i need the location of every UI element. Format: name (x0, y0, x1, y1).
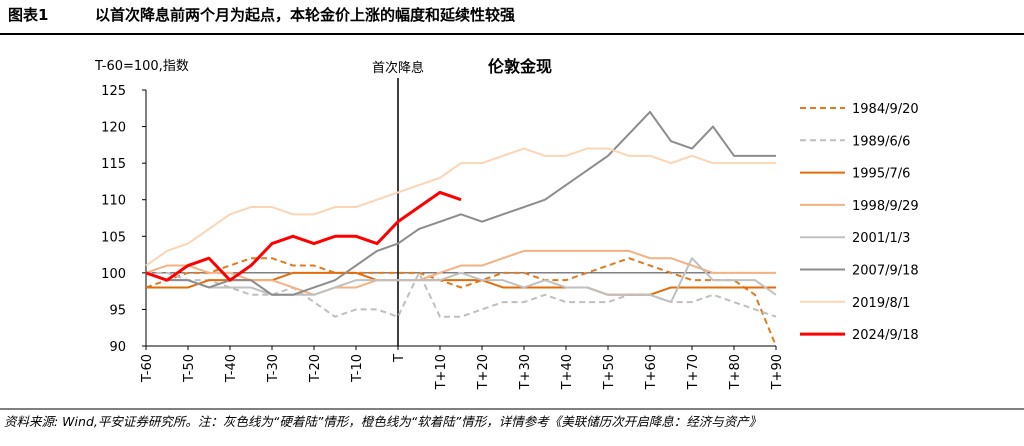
x-tick-label: T+30 (518, 354, 533, 390)
series-line (145, 257, 777, 304)
y-tick-label: 110 (101, 194, 126, 209)
annotation: 首次降息 (372, 60, 424, 76)
x-tick-label: T-40 (224, 354, 239, 383)
y-tick-label: 95 (109, 303, 126, 318)
x-tick-label: T+80 (728, 354, 743, 390)
y-tick-label: 115 (101, 157, 126, 172)
series-line (145, 147, 776, 267)
legend-label: 2007/9/18 (852, 264, 919, 279)
legend-label: 1989/6/6 (852, 134, 910, 149)
legend-label: 2019/8/1 (852, 296, 910, 311)
legend-label: 1995/7/6 (852, 167, 910, 182)
series-line (145, 257, 777, 347)
x-tick-label: T+10 (434, 354, 449, 390)
x-tick-label: T+20 (476, 354, 491, 390)
x-tick-label: T-50 (182, 354, 197, 383)
header-label: 图表1 (8, 6, 48, 24)
series-line (145, 190, 462, 282)
x-tick-label: T+40 (560, 354, 575, 390)
y-tick-label: 120 (101, 121, 126, 136)
x-tick-label: T+60 (644, 354, 659, 390)
footer: 资料来源: Wind,平安证券研究所。注：灰色线为“硬着陆”情形，橙色线为“软着… (4, 414, 761, 429)
x-tick-label: T+50 (602, 354, 617, 390)
x-tick-label: T (392, 354, 407, 363)
y-tick-label: 105 (101, 230, 126, 245)
y-axis-label: T-60=100,指数 (94, 59, 189, 74)
x-tick-label: T-30 (266, 354, 281, 383)
x-tick-label: T-20 (308, 354, 323, 383)
x-tick-label: T+90 (770, 354, 785, 390)
y-tick-label: 90 (109, 340, 126, 355)
legend-label: 2001/1/3 (852, 231, 910, 246)
x-tick-label: T-60 (140, 354, 155, 383)
x-tick-label: T+70 (686, 354, 701, 390)
legend-label: 2024/9/18 (852, 328, 919, 343)
y-tick-label: 100 (101, 267, 126, 282)
series-line (145, 110, 776, 296)
legend-label: 1998/9/29 (852, 199, 919, 214)
x-tick-label: T-10 (350, 354, 365, 383)
y-tick-label: 125 (101, 84, 126, 99)
legend-label: 1984/9/20 (852, 102, 919, 117)
chart-title: 伦敦金现 (488, 57, 552, 76)
header-title: 以首次降息前两个月为起点，本轮金价上涨的幅度和延续性较强 (95, 6, 515, 24)
